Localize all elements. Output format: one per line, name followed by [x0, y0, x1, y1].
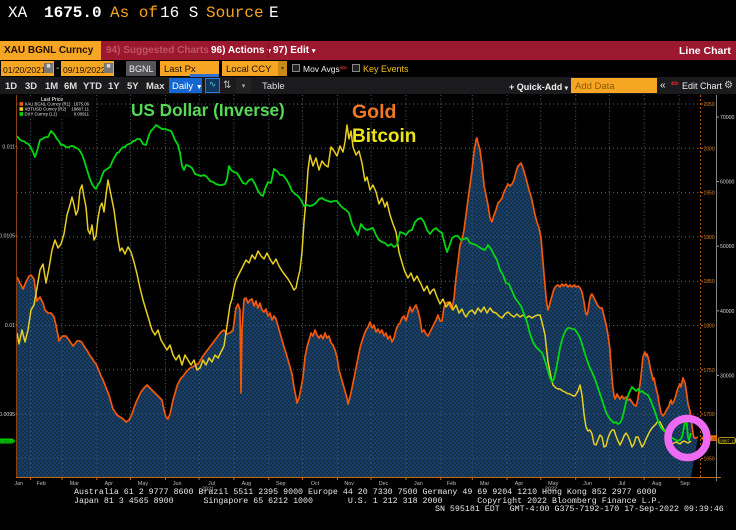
svg-text:May: May: [548, 481, 558, 487]
svg-text:Apr: Apr: [515, 481, 524, 487]
svg-text:Nov: Nov: [344, 481, 354, 487]
svg-text:Gold: Gold: [352, 101, 396, 123]
svg-text:Aug: Aug: [242, 481, 252, 487]
svg-text:19887.11: 19887.11: [71, 107, 89, 112]
svg-text:Last Price: Last Price: [41, 97, 63, 103]
svg-text:0.011: 0.011: [2, 145, 15, 151]
svg-text:Dec: Dec: [379, 481, 389, 487]
svg-text:30000: 30000: [720, 373, 735, 379]
svg-text:70000: 70000: [720, 115, 735, 121]
svg-text:Jul: Jul: [208, 481, 215, 487]
svg-text:1700: 1700: [704, 412, 715, 418]
svg-text:Sep: Sep: [680, 481, 690, 487]
svg-text:0.00911: 0.00911: [74, 112, 90, 117]
svg-text:2050: 2050: [704, 102, 715, 108]
svg-text:2022: 2022: [545, 487, 557, 493]
svg-text:0.0105: 0.0105: [0, 234, 15, 240]
svg-text:1675.06: 1675.06: [73, 102, 89, 107]
svg-text:Sep: Sep: [276, 481, 286, 487]
svg-text:0.00911: 0.00911: [0, 439, 15, 444]
svg-text:Jan: Jan: [14, 481, 23, 487]
svg-text:Feb: Feb: [447, 481, 456, 487]
svg-text:2000: 2000: [704, 146, 715, 152]
svg-text:1850: 1850: [704, 279, 715, 285]
svg-text:1900: 1900: [704, 235, 715, 241]
svg-text:0.0095: 0.0095: [0, 412, 15, 418]
svg-text:XAU BGNL Curncy (R1): XAU BGNL Curncy (R1): [25, 102, 71, 107]
svg-text:US Dollar (Inverse): US Dollar (Inverse): [131, 100, 285, 120]
svg-text:1800: 1800: [704, 324, 715, 330]
svg-text:40000: 40000: [720, 309, 735, 315]
svg-text:Apr: Apr: [105, 481, 114, 487]
svg-text:76: 76: [712, 437, 716, 441]
svg-text:Aug: Aug: [652, 481, 662, 487]
svg-text:Oct: Oct: [311, 481, 320, 487]
svg-text:19887.11: 19887.11: [718, 438, 736, 443]
svg-text:Mar: Mar: [70, 481, 79, 487]
svg-text:1650: 1650: [704, 456, 715, 462]
svg-text:Jun: Jun: [583, 481, 592, 487]
svg-text:May: May: [138, 481, 148, 487]
svg-text:1750: 1750: [704, 368, 715, 374]
svg-text:Jul: Jul: [618, 481, 625, 487]
svg-text:Mar: Mar: [480, 481, 489, 487]
svg-text:50000: 50000: [720, 244, 735, 250]
svg-text:60000: 60000: [720, 180, 735, 186]
svg-text:XBTUSD Curncy (R2): XBTUSD Curncy (R2): [25, 107, 67, 112]
svg-text:Feb: Feb: [37, 481, 46, 487]
svg-text:DXY Curncy (L1): DXY Curncy (L1): [25, 112, 58, 117]
svg-text:Bitcoin: Bitcoin: [352, 126, 416, 147]
svg-text:1950: 1950: [704, 191, 715, 197]
svg-text:Jan: Jan: [414, 481, 423, 487]
svg-text:Jun: Jun: [173, 481, 182, 487]
svg-text:2021: 2021: [202, 487, 214, 493]
svg-text:0.01: 0.01: [5, 323, 15, 329]
